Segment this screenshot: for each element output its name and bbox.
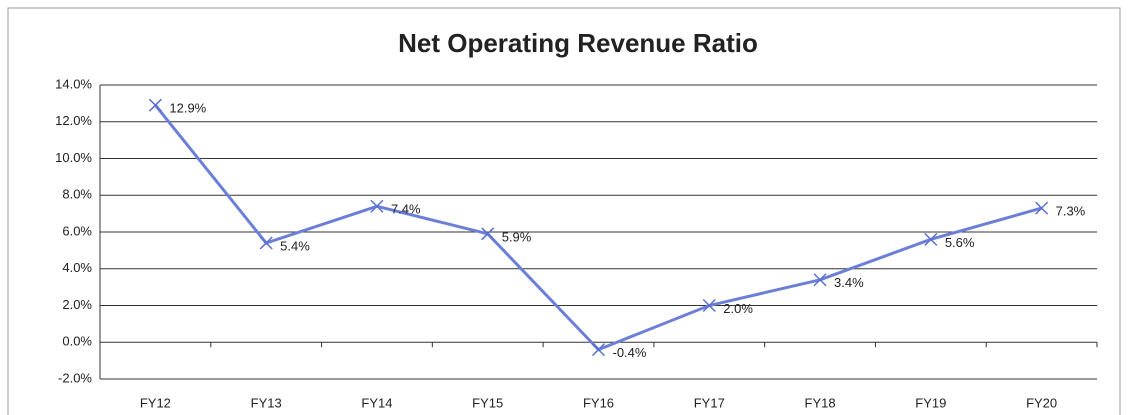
data-label: -0.4% <box>613 345 647 360</box>
data-label: 5.6% <box>945 235 975 250</box>
data-label: 5.9% <box>502 229 532 244</box>
chart-title: Net Operating Revenue Ratio <box>398 28 758 58</box>
marker <box>370 199 384 213</box>
data-label: 5.4% <box>280 238 310 253</box>
y-tick-label: 0.0% <box>62 334 92 349</box>
data-label: 7.4% <box>391 202 421 217</box>
y-tick-label: 6.0% <box>62 223 92 238</box>
chart-frame <box>7 7 1121 415</box>
data-label: 3.4% <box>834 275 864 290</box>
series-line <box>154 104 1043 352</box>
y-tick-label: 2.0% <box>62 297 92 312</box>
x-tick-label: FY17 <box>694 395 725 410</box>
marker <box>259 236 273 250</box>
x-tick-label: FY15 <box>472 395 503 410</box>
y-tick-label: 4.0% <box>62 260 92 275</box>
y-tick-label: 12.0% <box>55 113 92 128</box>
marker <box>591 343 606 357</box>
x-tick-label: FY16 <box>583 395 614 410</box>
marker <box>813 273 827 287</box>
marker <box>924 232 938 246</box>
x-tick-label: FY13 <box>251 395 282 410</box>
marker <box>1035 201 1049 215</box>
marker <box>702 298 716 313</box>
data-label: 2.0% <box>723 301 753 316</box>
x-tick-label: FY12 <box>140 395 171 410</box>
y-tick-label: 10.0% <box>55 150 92 165</box>
x-tick-label: FY20 <box>1026 395 1057 410</box>
x-tick-label: FY18 <box>805 395 836 410</box>
data-label: 12.9% <box>169 101 206 116</box>
y-tick-label: 14.0% <box>55 76 92 91</box>
data-label: 7.3% <box>1056 204 1086 219</box>
x-tick-label: FY14 <box>361 395 392 410</box>
marker <box>481 227 495 241</box>
marker <box>148 98 162 112</box>
x-tick-label: FY19 <box>915 395 946 410</box>
y-tick-label: -2.0% <box>58 370 92 385</box>
y-tick-label: 8.0% <box>62 187 92 202</box>
